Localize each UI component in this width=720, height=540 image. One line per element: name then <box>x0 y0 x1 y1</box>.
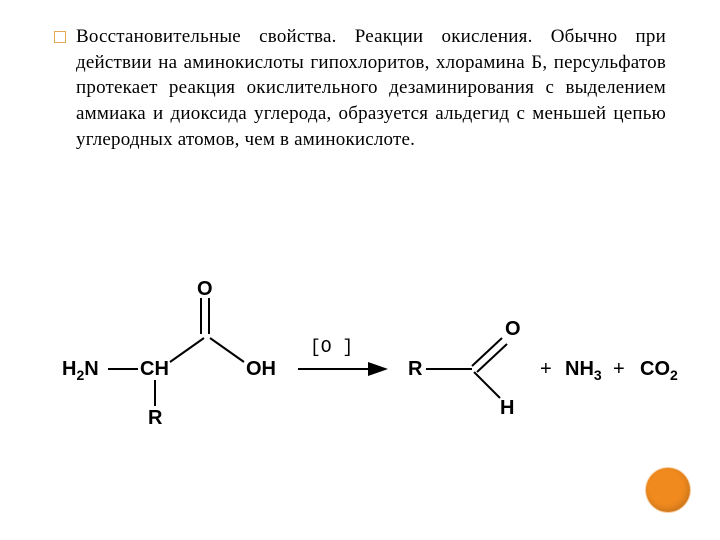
bond-c-h <box>474 372 500 398</box>
oxidation-label: [O ] <box>310 338 353 358</box>
bullet-row: Восстановительные свойства. Реакции окис… <box>54 24 666 152</box>
bond-c-oh <box>210 338 244 362</box>
reaction-diagram: H2N CH O OH R [O ] R O <box>0 280 720 430</box>
nh3-nh: NH <box>565 358 594 380</box>
label-co2: CO2 <box>640 358 678 383</box>
nh3-3: 3 <box>594 367 602 383</box>
label-ch: CH <box>140 358 169 380</box>
label-h-right: H <box>500 397 514 419</box>
label-r-left: R <box>148 407 163 429</box>
plus-2: + <box>613 358 625 380</box>
bond-ch-c <box>170 338 204 362</box>
h2n-2: 2 <box>76 367 84 383</box>
reaction-arrow-head <box>368 362 388 376</box>
decor-circle <box>646 468 690 512</box>
slide-container: Восстановительные свойства. Реакции окис… <box>0 0 720 540</box>
h2n-n: N <box>84 358 98 380</box>
bullet-text: Восстановительные свойства. Реакции окис… <box>76 24 666 152</box>
label-oh: OH <box>246 358 276 380</box>
bullet-marker <box>54 31 66 43</box>
h2n-h: H <box>62 358 76 380</box>
label-h2n: H2N <box>62 358 99 383</box>
label-r-right: R <box>408 358 423 380</box>
co2-2: 2 <box>670 367 678 383</box>
label-o-top: O <box>197 280 213 300</box>
label-nh3: NH3 <box>565 358 602 383</box>
co2-co: CO <box>640 358 670 380</box>
label-o-right: O <box>505 318 521 340</box>
plus-1: + <box>540 358 552 380</box>
